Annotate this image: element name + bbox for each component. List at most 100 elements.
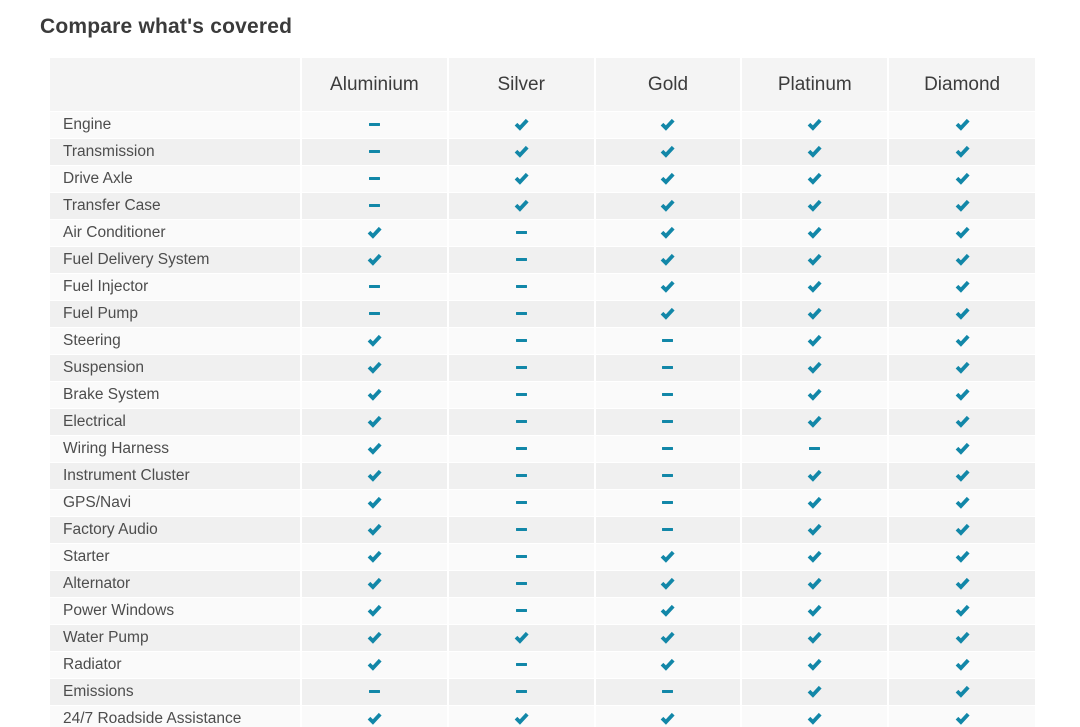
- header-cell-silver: Silver: [446, 58, 595, 112]
- check-icon: [955, 307, 970, 320]
- coverage-cell-diamond: [887, 354, 1035, 382]
- table-row: Steering: [50, 327, 1035, 355]
- check-icon: [367, 334, 382, 347]
- table-row: Starter: [50, 543, 1035, 571]
- coverage-cell-gold: [593, 570, 742, 598]
- table-row: Air Conditioner: [50, 219, 1035, 247]
- row-label: Fuel Injector: [50, 273, 301, 301]
- dash-icon: [515, 582, 527, 586]
- coverage-cell-aluminium: [300, 570, 448, 598]
- row-label: Alternator: [50, 570, 301, 598]
- check-icon: [367, 496, 382, 509]
- coverage-cell-platinum: [740, 273, 889, 301]
- coverage-cell-gold: [593, 597, 742, 625]
- coverage-cell-diamond: [887, 435, 1035, 463]
- row-label: GPS/Navi: [50, 489, 301, 517]
- row-label: Air Conditioner: [50, 219, 301, 247]
- row-label: Instrument Cluster: [50, 462, 301, 490]
- coverage-cell-platinum: [740, 219, 889, 247]
- coverage-cell-gold: [593, 192, 742, 220]
- coverage-cell-silver: [446, 300, 595, 328]
- coverage-cell-platinum: [740, 408, 889, 436]
- coverage-cell-gold: [593, 381, 742, 409]
- check-icon: [807, 550, 822, 563]
- check-icon: [955, 658, 970, 671]
- dash-icon: [515, 474, 527, 478]
- check-icon: [807, 415, 822, 428]
- coverage-cell-diamond: [887, 489, 1035, 517]
- coverage-cell-aluminium: [300, 678, 448, 706]
- check-icon: [660, 226, 676, 239]
- coverage-cell-silver: [446, 408, 595, 436]
- coverage-cell-silver: [446, 489, 595, 517]
- coverage-cell-platinum: [740, 462, 889, 490]
- coverage-cell-aluminium: [300, 705, 448, 727]
- dash-icon: [368, 150, 380, 154]
- row-label: Wiring Harness: [50, 435, 301, 463]
- check-icon: [807, 280, 822, 293]
- dash-icon: [515, 501, 527, 505]
- coverage-cell-diamond: [887, 624, 1035, 652]
- coverage-cell-diamond: [887, 651, 1035, 679]
- table-row: Instrument Cluster: [50, 462, 1035, 490]
- dash-icon: [515, 447, 527, 451]
- check-icon: [367, 442, 382, 455]
- coverage-cell-diamond: [887, 570, 1035, 598]
- row-label: Water Pump: [50, 624, 301, 652]
- row-label: Emissions: [50, 678, 301, 706]
- check-icon: [367, 253, 382, 266]
- dash-icon: [662, 447, 674, 451]
- check-icon: [367, 577, 382, 590]
- coverage-cell-silver: [446, 381, 595, 409]
- check-icon: [807, 685, 822, 698]
- coverage-cell-diamond: [887, 678, 1035, 706]
- coverage-cell-aluminium: [300, 246, 448, 274]
- dash-icon: [662, 366, 674, 370]
- coverage-cell-diamond: [887, 273, 1035, 301]
- coverage-cell-gold: [593, 246, 742, 274]
- table-row: Water Pump: [50, 624, 1035, 652]
- table-row: Power Windows: [50, 597, 1035, 625]
- table-row: 24/7 Roadside Assistance: [50, 705, 1035, 727]
- coverage-cell-gold: [593, 624, 742, 652]
- coverage-cell-diamond: [887, 111, 1035, 139]
- check-icon: [367, 469, 382, 482]
- check-icon: [660, 118, 676, 131]
- row-label: Brake System: [50, 381, 301, 409]
- coverage-cell-aluminium: [300, 435, 448, 463]
- check-icon: [514, 631, 529, 644]
- check-icon: [660, 199, 676, 212]
- row-label: Transfer Case: [50, 192, 301, 220]
- table-row: Fuel Pump: [50, 300, 1035, 328]
- coverage-cell-gold: [593, 516, 742, 544]
- check-icon: [955, 604, 970, 617]
- dash-icon: [368, 690, 380, 694]
- coverage-cell-diamond: [887, 138, 1035, 166]
- coverage-cell-platinum: [740, 678, 889, 706]
- table-body: Engine Transmission Drive Axle Transfer Cas…: [50, 111, 1035, 727]
- row-label: Radiator: [50, 651, 301, 679]
- coverage-cell-silver: [446, 192, 595, 220]
- coverage-cell-platinum: [740, 300, 889, 328]
- dash-icon: [662, 501, 674, 505]
- coverage-cell-platinum: [740, 624, 889, 652]
- coverage-cell-diamond: [887, 381, 1035, 409]
- coverage-cell-platinum: [740, 543, 889, 571]
- check-icon: [807, 145, 822, 158]
- check-icon: [807, 334, 822, 347]
- table-row: Drive Axle: [50, 165, 1035, 193]
- check-icon: [807, 712, 822, 725]
- row-label: Electrical: [50, 408, 301, 436]
- coverage-cell-platinum: [740, 570, 889, 598]
- coverage-cell-aluminium: [300, 381, 448, 409]
- header-cell-platinum: Platinum: [740, 58, 889, 112]
- check-icon: [660, 172, 676, 185]
- check-icon: [955, 631, 970, 644]
- row-label: Engine: [50, 111, 301, 139]
- coverage-cell-gold: [593, 165, 742, 193]
- coverage-cell-aluminium: [300, 138, 448, 166]
- table-row: Fuel Injector: [50, 273, 1035, 301]
- check-icon: [807, 631, 822, 644]
- coverage-cell-gold: [593, 408, 742, 436]
- coverage-cell-diamond: [887, 165, 1035, 193]
